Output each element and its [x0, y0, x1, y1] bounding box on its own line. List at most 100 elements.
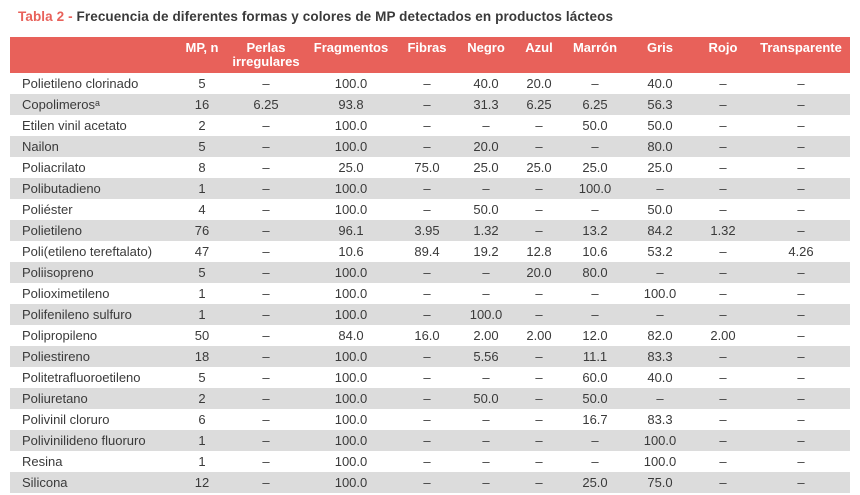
value-cell: – [535, 454, 543, 469]
value-cell: 10.6 [338, 244, 364, 259]
value-cell: – [535, 475, 543, 490]
value-cell: 18 [194, 349, 210, 364]
polymer-name: Poliéster [22, 202, 73, 217]
polymer-name: Polivinil cloruro [22, 412, 110, 427]
value-cell: – [591, 76, 599, 91]
value-cell: 2 [198, 391, 206, 406]
value-cell: 100.0 [334, 286, 368, 301]
value-cell: – [423, 412, 431, 427]
value-cell: – [797, 286, 805, 301]
polymer-name: Poli(etileno tereftalato) [22, 244, 153, 259]
value-cell: 100.0 [334, 202, 368, 217]
value-cell: 16.7 [582, 412, 608, 427]
value-cell: – [591, 202, 599, 217]
value-cell: 100.0 [334, 349, 368, 364]
table-row: Poliisopreno 5 – 100.0 – – 20.0 80.0 – – – [10, 262, 850, 283]
col-header-perlas: Perlas irregulares [226, 37, 306, 73]
value-cell: – [482, 265, 490, 280]
value-cell: – [262, 370, 270, 385]
col-header-gris: Gris [626, 37, 694, 73]
value-cell: – [719, 454, 727, 469]
value-cell: 50.0 [582, 391, 608, 406]
table-caption-label: Tabla 2 - [18, 9, 77, 24]
value-cell: – [423, 454, 431, 469]
value-cell: 100.0 [334, 118, 368, 133]
table-body: Polietileno clorinado 5 – 100.0 – 40.0 20.0 – 40… [10, 73, 850, 493]
polymer-name: Polivinilideno fluoruro [22, 433, 146, 448]
polymer-name: Polietileno clorinado [22, 76, 139, 91]
value-cell: – [482, 181, 490, 196]
value-cell: – [423, 391, 431, 406]
table-row: Etilen vinil acetato 2 – 100.0 – – – 50.0 50.0 – – [10, 115, 850, 136]
value-cell: – [797, 328, 805, 343]
col-header-rojo: Rojo [694, 37, 752, 73]
value-cell: 50.0 [647, 202, 673, 217]
value-cell: – [423, 202, 431, 217]
value-cell: 80.0 [647, 139, 673, 154]
value-cell: – [535, 433, 543, 448]
value-cell: – [797, 349, 805, 364]
polymer-name: Copolimerosᵃ [22, 97, 100, 112]
value-cell: – [719, 97, 727, 112]
value-cell: – [719, 181, 727, 196]
value-cell: – [719, 265, 727, 280]
value-cell: 6.25 [253, 97, 279, 112]
value-cell: 25.0 [338, 160, 364, 175]
value-cell: 12.8 [526, 244, 552, 259]
value-cell: 75.0 [647, 475, 673, 490]
polymer-name: Poliacrilato [22, 160, 86, 175]
value-cell: 6 [198, 412, 206, 427]
value-cell: – [423, 370, 431, 385]
value-cell: 83.3 [647, 349, 673, 364]
value-cell: – [423, 265, 431, 280]
value-cell: 84.0 [338, 328, 364, 343]
table-row: Polioximetileno 1 – 100.0 – – – – 100.0 – – [10, 283, 850, 304]
value-cell: – [719, 160, 727, 175]
value-cell: 5 [198, 139, 206, 154]
polymer-name: Poliisopreno [22, 265, 94, 280]
value-cell: – [797, 433, 805, 448]
polymer-name: Polifenileno sulfuro [22, 307, 132, 322]
value-cell: 25.0 [582, 475, 608, 490]
value-cell: – [797, 265, 805, 280]
value-cell: – [719, 370, 727, 385]
value-cell: 20.0 [473, 139, 499, 154]
value-cell: 16.0 [414, 328, 440, 343]
value-cell: 5.56 [473, 349, 499, 364]
table-row: Poliéster 4 – 100.0 – 50.0 – – 50.0 – – [10, 199, 850, 220]
value-cell: – [482, 286, 490, 301]
value-cell: – [535, 391, 543, 406]
value-cell: 96.1 [338, 223, 364, 238]
polymer-name: Politetrafluoroetileno [22, 370, 141, 385]
value-cell: 1 [198, 307, 206, 322]
table-row: Copolimerosᵃ 16 6.25 93.8 – 31.3 6.25 6.25 56.3 –… [10, 94, 850, 115]
value-cell: – [262, 223, 270, 238]
value-cell: – [482, 370, 490, 385]
value-cell: – [719, 307, 727, 322]
value-cell: – [591, 433, 599, 448]
value-cell: – [423, 139, 431, 154]
value-cell: – [719, 139, 727, 154]
value-cell: 100.0 [334, 412, 368, 427]
value-cell: 4.26 [788, 244, 814, 259]
col-header-marron: Marrón [564, 37, 626, 73]
value-cell: 100.0 [469, 307, 503, 322]
value-cell: 47 [194, 244, 210, 259]
value-cell: – [797, 454, 805, 469]
value-cell: 75.0 [414, 160, 440, 175]
value-cell: 56.3 [647, 97, 673, 112]
value-cell: – [535, 307, 543, 322]
value-cell: – [535, 286, 543, 301]
value-cell: – [535, 223, 543, 238]
col-header-fibras: Fibras [396, 37, 458, 73]
value-cell: 3.95 [414, 223, 440, 238]
col-header-fragmentos: Fragmentos [306, 37, 396, 73]
table-row: Nailon 5 – 100.0 – 20.0 – – 80.0 – – [10, 136, 850, 157]
value-cell: 89.4 [414, 244, 440, 259]
value-cell: 1 [198, 454, 206, 469]
value-cell: – [535, 139, 543, 154]
value-cell: 25.0 [647, 160, 673, 175]
table-row: Polipropileno 50 – 84.0 16.0 2.00 2.00 12.0 82.0… [10, 325, 850, 346]
value-cell: – [535, 370, 543, 385]
